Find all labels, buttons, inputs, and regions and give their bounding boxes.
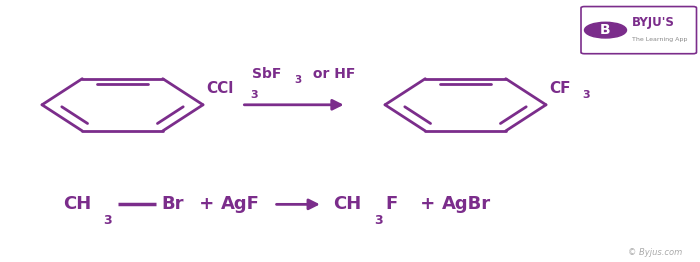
Text: F: F xyxy=(386,195,398,213)
FancyBboxPatch shape xyxy=(581,7,696,54)
Text: AgBr: AgBr xyxy=(442,195,491,213)
Text: CCl: CCl xyxy=(206,81,234,96)
Text: SbF: SbF xyxy=(252,67,281,81)
Text: © Byjus.com: © Byjus.com xyxy=(629,248,682,257)
Text: Br: Br xyxy=(162,195,184,213)
Text: CH: CH xyxy=(63,195,91,213)
Circle shape xyxy=(584,22,626,38)
Text: 3: 3 xyxy=(294,75,301,85)
Text: CH: CH xyxy=(333,195,361,213)
Text: +: + xyxy=(414,195,441,213)
Text: +: + xyxy=(193,195,220,213)
Text: 3: 3 xyxy=(250,90,258,100)
Text: 3: 3 xyxy=(374,214,382,227)
Text: 3: 3 xyxy=(104,214,112,227)
Text: B: B xyxy=(600,23,611,37)
Text: or HF: or HF xyxy=(308,67,356,81)
Text: 3: 3 xyxy=(582,90,590,100)
Text: AgF: AgF xyxy=(221,195,260,213)
Text: CF: CF xyxy=(550,81,571,96)
Text: BYJU'S: BYJU'S xyxy=(632,16,675,29)
Text: The Learning App: The Learning App xyxy=(632,36,687,42)
